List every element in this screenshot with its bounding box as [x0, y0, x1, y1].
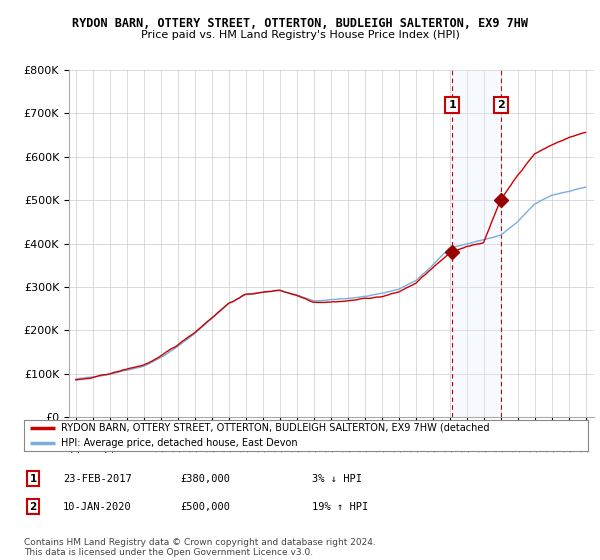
Text: 23-FEB-2017: 23-FEB-2017: [63, 474, 132, 484]
Text: RYDON BARN, OTTERY STREET, OTTERTON, BUDLEIGH SALTERTON, EX9 7HW: RYDON BARN, OTTERY STREET, OTTERTON, BUD…: [72, 17, 528, 30]
Text: Price paid vs. HM Land Registry's House Price Index (HPI): Price paid vs. HM Land Registry's House …: [140, 30, 460, 40]
Text: 1: 1: [29, 474, 37, 484]
Text: 10-JAN-2020: 10-JAN-2020: [63, 502, 132, 512]
Text: £500,000: £500,000: [180, 502, 230, 512]
Text: 19% ↑ HPI: 19% ↑ HPI: [312, 502, 368, 512]
Text: Contains HM Land Registry data © Crown copyright and database right 2024.
This d: Contains HM Land Registry data © Crown c…: [24, 538, 376, 557]
Text: 2: 2: [29, 502, 37, 512]
Text: 2: 2: [497, 100, 505, 110]
Text: £380,000: £380,000: [180, 474, 230, 484]
Text: 3% ↓ HPI: 3% ↓ HPI: [312, 474, 362, 484]
Text: 1: 1: [448, 100, 456, 110]
Text: HPI: Average price, detached house, East Devon: HPI: Average price, detached house, East…: [61, 438, 297, 448]
Text: RYDON BARN, OTTERY STREET, OTTERTON, BUDLEIGH SALTERTON, EX9 7HW (detached: RYDON BARN, OTTERY STREET, OTTERTON, BUD…: [61, 423, 489, 433]
Bar: [452, 70, 501, 417]
